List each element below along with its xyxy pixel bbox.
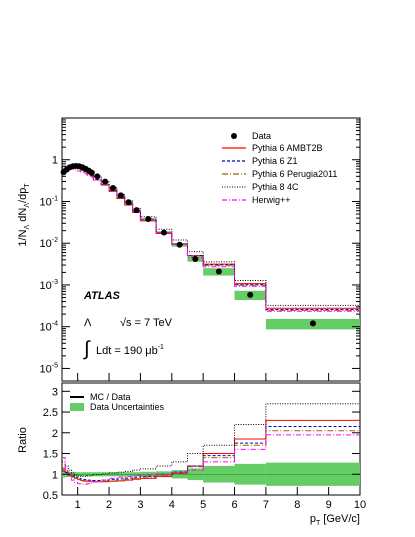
legend-entry-data: Data — [252, 131, 271, 141]
data-point — [88, 169, 95, 176]
main-y-tick-label: 10-1 — [40, 195, 59, 208]
ratio-x-tick-label: 6 — [231, 499, 237, 511]
ratio-legend-swatch — [70, 403, 84, 411]
ratio-mc-lines — [62, 403, 360, 485]
ratio-line-pythia-8-4c — [62, 403, 360, 477]
ratio-x-tick-label: 2 — [106, 499, 112, 511]
ratio-legend-uncert: Data Uncertainties — [90, 402, 165, 412]
data-point — [117, 192, 124, 199]
ratio-legend: MC / Data Data Uncertainties — [70, 392, 165, 412]
main-y-tick-label: 10-4 — [40, 321, 59, 334]
main-line-pythia-6-z1 — [62, 166, 360, 311]
x-axis-title: pT [GeV/c] — [310, 513, 360, 527]
data-point — [192, 255, 199, 262]
main-legend: Data Pythia 6 AMBT2B Pythia 6 Z1 Pythia … — [222, 131, 337, 205]
main-y-tick-label: 1 — [52, 155, 58, 167]
ratio-y-tick-label: 1 — [52, 469, 58, 481]
ratio-y-axis-title: Ratio — [17, 427, 29, 453]
ratio-x-tick-label: 9 — [326, 499, 332, 511]
main-y-tick-label: 10-5 — [40, 362, 59, 375]
data-point — [145, 216, 152, 223]
main-y-tick-label: 10-3 — [40, 279, 59, 292]
ratio-x-tick-label: 5 — [200, 499, 206, 511]
data-point — [160, 229, 167, 236]
data-point — [109, 185, 116, 192]
main-line-pythia-6-perugia2011 — [62, 166, 360, 311]
data-point — [309, 320, 316, 327]
ratio-legend-mcdata: MC / Data — [90, 392, 131, 402]
ratio-axis-ticks: 0.5 1 1.5 2 2.5 3 1 2 3 4 5 6 7 8 9 10 — [43, 386, 366, 511]
particle-label: Λ — [84, 317, 92, 329]
ratio-x-tick-label: 7 — [263, 499, 269, 511]
data-point — [215, 268, 222, 275]
ratio-x-tick-label: 1 — [75, 499, 81, 511]
legend-entry-ambt2b: Pythia 6 AMBT2B — [252, 143, 323, 153]
main-y-tick-label: 10-2 — [40, 237, 59, 250]
legend-entry-herwig: Herwig++ — [252, 195, 291, 205]
ratio-uncertainty-band — [62, 462, 360, 486]
main-line-pythia-8-4c — [62, 165, 360, 306]
main-data-points — [60, 162, 316, 327]
ratio-x-tick-label: 3 — [137, 499, 143, 511]
data-point — [94, 173, 101, 180]
data-point — [247, 291, 254, 298]
lumi-integral: ∫ — [83, 338, 91, 360]
energy-label: √s = 7 TeV — [120, 317, 173, 329]
legend-entry-pythia8: Pythia 8 4C — [252, 182, 299, 192]
data-point — [176, 241, 183, 248]
main-y-axis-title: 1/NΛ dNΛ/dpT — [17, 183, 31, 247]
main-axis-ticks: 10-5 10-4 10-3 10-2 10-1 1 — [40, 119, 361, 381]
data-point — [102, 178, 109, 185]
atlas-label: ATLAS — [83, 290, 121, 302]
data-point — [125, 199, 132, 206]
lumi-label: Ldt = 190 μb-1 — [96, 344, 164, 357]
main-line-pythia-6-ambt2b — [62, 167, 360, 309]
ratio-y-tick-label: 3 — [52, 386, 58, 398]
legend-entry-perugia: Pythia 6 Perugia2011 — [252, 169, 337, 179]
main-uncertainty-bands — [62, 165, 360, 330]
ratio-y-tick-label: 2 — [52, 428, 58, 440]
ratio-y-tick-label: 1.5 — [43, 449, 58, 461]
main-plot-frame — [61, 117, 361, 382]
ratio-line-herwig- — [62, 434, 360, 485]
ratio-x-tick-label: 4 — [169, 499, 175, 511]
ratio-y-tick-label: 0.5 — [43, 490, 58, 502]
legend-entry-z1: Pythia 6 Z1 — [252, 156, 298, 166]
data-point — [133, 207, 140, 214]
ratio-x-tick-label: 10 — [354, 499, 366, 511]
ratio-x-tick-label: 8 — [294, 499, 300, 511]
legend-data-marker — [231, 133, 237, 139]
ratio-y-tick-label: 2.5 — [43, 407, 58, 419]
ratio-plot-frame — [61, 382, 361, 496]
